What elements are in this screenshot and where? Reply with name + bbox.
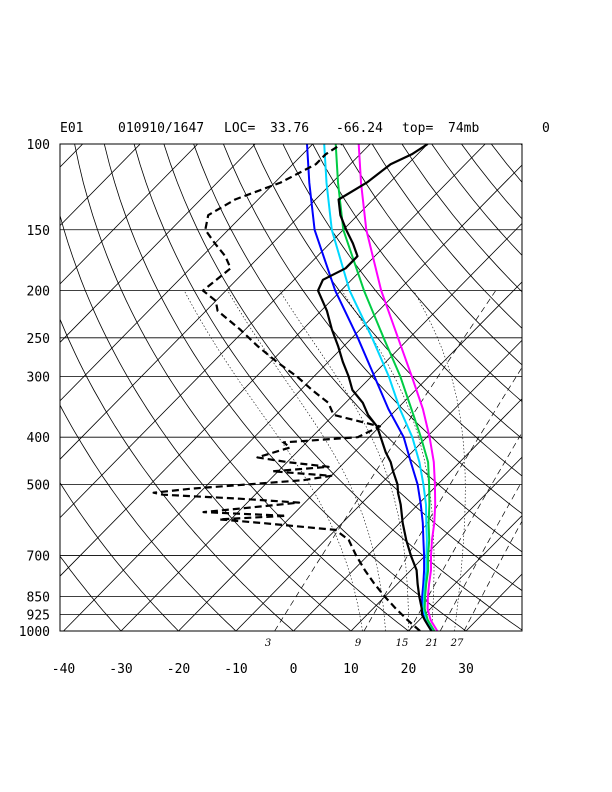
isotherm-line <box>581 144 612 631</box>
pressure-tick-label: 850 <box>27 591 50 606</box>
isotherm-line <box>120 222 522 631</box>
dry-adiabat-line <box>252 144 522 477</box>
mixing-ratio-label: 9 <box>355 638 362 649</box>
mixing-ratio-line <box>363 366 522 631</box>
dry-adiabat-line <box>520 144 522 146</box>
temperature-line <box>316 144 433 631</box>
parcel-cyan-line <box>323 144 434 631</box>
temperature-tick-label: 20 <box>401 662 417 677</box>
pressure-tick-label: 1000 <box>19 625 50 640</box>
isotherm-line <box>60 144 371 460</box>
parcel-blue-line <box>306 144 433 631</box>
pressure-tick-label: 500 <box>27 478 50 493</box>
temperature-tick-label: -20 <box>167 662 190 677</box>
mixing-ratio-line <box>408 431 522 631</box>
dry-adiabat-line <box>581 144 612 641</box>
top-label: top= <box>402 121 433 136</box>
pressure-tick-label: 700 <box>27 550 50 565</box>
isotherm-line <box>60 144 141 227</box>
dry-adiabat-line <box>401 144 522 293</box>
dry-adiabat-line <box>193 144 522 553</box>
temperature-tick-label: 0 <box>290 662 298 677</box>
dry-adiabat-line <box>342 144 522 366</box>
pressure-tick-label: 300 <box>27 370 50 385</box>
background-lines <box>0 144 612 641</box>
mixing-ratio-label: 27 <box>450 638 464 649</box>
station-id: E01 <box>60 121 83 136</box>
temperature-tick-label: -10 <box>224 662 247 677</box>
mixing-ratio-label: 21 <box>425 638 439 649</box>
isotherm-line <box>350 456 522 631</box>
parcel-magenta-line <box>357 144 439 631</box>
temperature-tick-label: -30 <box>109 662 132 677</box>
isotherm-line <box>524 144 612 631</box>
profile-traces <box>152 144 439 631</box>
top-value: 74mb <box>448 121 479 136</box>
moist-adiabat-line <box>341 290 435 631</box>
isotherm-line <box>293 398 522 631</box>
dry-adiabat-line <box>490 144 522 183</box>
isotherm-line <box>235 339 522 631</box>
dry-adiabat-line <box>282 144 522 440</box>
parcel-green-line <box>334 144 436 631</box>
pressure-tick-label: 100 <box>27 138 50 153</box>
dry-adiabat-line <box>371 144 522 329</box>
plot-frame <box>59 143 523 632</box>
isotherm-line <box>60 144 313 402</box>
mixing-ratio-line <box>463 520 522 631</box>
mixing-ratio-label: 15 <box>396 638 409 649</box>
pressure-tick-label: 200 <box>27 285 50 300</box>
dry-adiabat-line <box>60 404 237 631</box>
isotherm-line <box>60 144 256 343</box>
isotherm-line <box>63 164 522 631</box>
isotherm-line <box>408 515 522 631</box>
dry-adiabat-line <box>60 555 122 631</box>
temperature-tick-label: 30 <box>458 662 474 677</box>
mixing-ratio-labels: 3 9 15 21 27 <box>265 638 464 649</box>
pressure-tick-label: 400 <box>27 431 50 446</box>
dry-adiabat-line <box>163 144 522 592</box>
isobar-lines <box>60 143 522 632</box>
pressure-tick-label: 150 <box>27 224 50 239</box>
dry-adiabat-line <box>461 144 522 220</box>
isotherm-line <box>0 144 25 631</box>
dry-adiabat-line <box>60 482 180 631</box>
isotherm-line <box>60 144 428 519</box>
dry-adiabat-line <box>74 144 410 631</box>
moist-adiabat-line <box>227 290 386 631</box>
isotherm-line <box>60 144 486 577</box>
moist-adiabat-line <box>183 290 363 631</box>
mixing-ratio-line <box>274 290 496 631</box>
dry-adiabat-line <box>551 144 612 641</box>
mixing-ratio-label: 3 <box>265 638 271 649</box>
temperature-tick-label: 10 <box>343 662 359 677</box>
dry-adiabat-line <box>223 144 522 515</box>
mixing-ratio-line <box>439 480 522 631</box>
datetime: 010910/1647 <box>118 121 204 136</box>
pressure-tick-label: 925 <box>27 609 50 624</box>
loc-label: LOC= <box>224 121 255 136</box>
moist-adiabat-line <box>413 290 466 631</box>
isotherm-line <box>60 144 198 285</box>
moist-adiabat-line <box>279 290 409 631</box>
dewpoint-line <box>152 144 421 631</box>
isotherm-line <box>178 281 522 631</box>
longitude: -66.24 <box>336 121 383 136</box>
dry-adiabat-line <box>133 144 522 631</box>
dry-adiabat-line <box>60 318 295 631</box>
latitude: 33.76 <box>270 121 309 136</box>
pressure-tick-label: 250 <box>27 332 50 347</box>
dry-adiabat-line <box>312 144 522 403</box>
temperature-tick-label: -40 <box>52 662 75 677</box>
temperature-axis-labels: -40 -30 -20 -10 0 10 20 30 <box>52 662 474 677</box>
header-flag: 0 <box>542 121 550 136</box>
